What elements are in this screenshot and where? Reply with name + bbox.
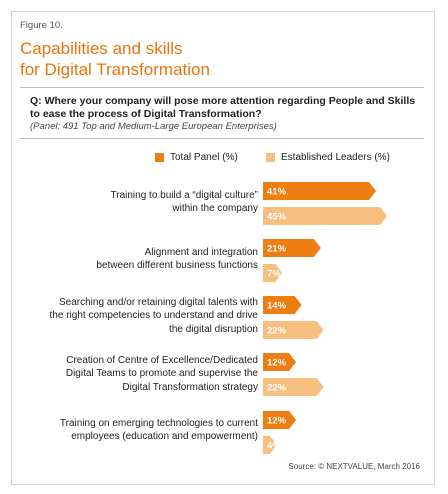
data-label-total-panel: 14% (267, 301, 287, 312)
bar-total-panel (263, 296, 302, 314)
data-label-total-panel: 12% (267, 358, 287, 369)
data-label-established-leaders: 22% (267, 326, 287, 337)
bar-total-panel (263, 411, 297, 429)
category-label-line: the digital disruption (169, 323, 258, 335)
category-label-line: Digital Transformation strategy (122, 381, 258, 393)
bar-total-panel (263, 239, 321, 257)
figure-frame (11, 11, 435, 485)
legend-swatch-total-panel (155, 153, 164, 162)
data-label-established-leaders: 22% (267, 383, 287, 394)
category-label-line: Creation of Centre of Excellence/Dedicat… (66, 354, 258, 366)
data-label-established-leaders: 7% (267, 269, 281, 280)
chart-title-line-2: for Digital Transformation (20, 60, 210, 79)
bar-established-leaders (263, 207, 387, 225)
chart-title: Capabilities and skills for Digital Tran… (20, 38, 210, 80)
category-label: Training to build a “digital culture” wit… (8, 189, 258, 216)
legend-swatch-established-leaders (266, 153, 275, 162)
category-label: Searching and/or retaining digital talen… (8, 296, 258, 337)
bar-total-panel (263, 353, 297, 371)
legend-label-established-leaders: Established Leaders (%) (281, 152, 390, 163)
category-label-line: Training to build a “digital culture” (110, 189, 258, 201)
question-text: Q: Where your company will pose more att… (30, 95, 420, 120)
source-note: Source: © NEXTVALUE, March 2016 (288, 462, 420, 471)
bar-established-leaders (263, 321, 324, 339)
bar-established-leaders (263, 264, 283, 282)
data-label-total-panel: 41% (267, 187, 287, 198)
figure-label: Figure 10. (20, 20, 63, 31)
bar-total-panel (263, 182, 376, 200)
category-label-line: Training on emerging technologies to cur… (59, 417, 258, 429)
panel-note: (Panel: 491 Top and Medium-Large Europea… (30, 121, 277, 132)
category-label-line: the right competencies to understand and… (49, 310, 258, 322)
bar-established-leaders (263, 436, 277, 454)
category-label: Alignment and integration between differe… (8, 246, 258, 273)
data-label-established-leaders: 4% (267, 441, 281, 452)
legend-item-total-panel: Total Panel (%) (155, 152, 238, 163)
question-line-1: Q: Where your company will pose more att… (30, 95, 416, 107)
data-label-established-leaders: 45% (267, 212, 287, 223)
category-label-line: Digital Teams to promote and supervise t… (65, 368, 258, 380)
divider-bottom (20, 138, 424, 139)
chart-title-line-1: Capabilities and skills (20, 39, 183, 58)
category-label-line: Searching and/or retaining digital talen… (58, 296, 258, 308)
legend-label-total-panel: Total Panel (%) (170, 152, 238, 163)
category-label-line: between different business functions (96, 260, 258, 271)
legend-item-established-leaders: Established Leaders (%) (266, 152, 390, 163)
data-label-total-panel: 12% (267, 416, 287, 427)
divider-top (20, 87, 424, 88)
bar-established-leaders (263, 378, 324, 396)
category-label-line: employees (education and empowerment) (71, 431, 258, 442)
category-label: Training on emerging technologies to cur… (8, 417, 258, 444)
category-label-line: Alignment and integration (144, 246, 258, 258)
data-label-total-panel: 21% (267, 244, 287, 255)
question-line-2: to ease the process of Digital Transform… (30, 107, 262, 120)
category-label-line: within the company (172, 203, 258, 214)
category-label: Creation of Centre of Excellence/Dedicat… (8, 354, 258, 395)
